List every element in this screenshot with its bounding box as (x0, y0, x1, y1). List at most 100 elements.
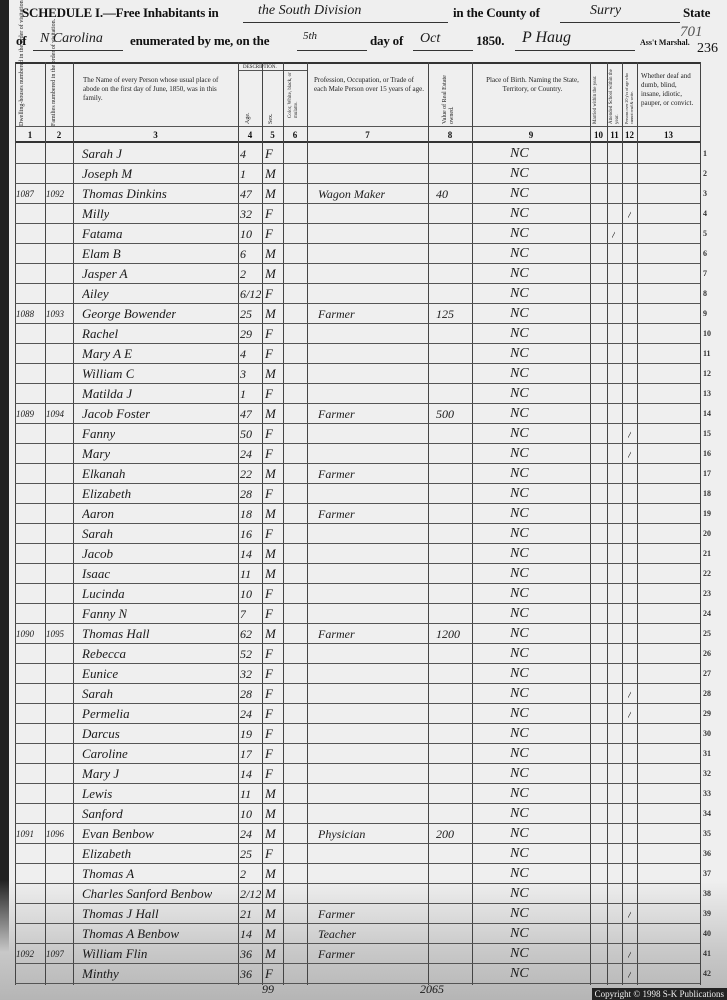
age: 16 (240, 527, 252, 541)
line-number: 28 (703, 689, 711, 698)
enumerated-label: enumerated by me, on the (130, 33, 270, 48)
line-number: 40 (703, 929, 711, 938)
family-number: 1097 (46, 949, 64, 959)
line-number: 27 (703, 669, 711, 678)
line-number: 34 (703, 809, 711, 818)
line-number: 32 (703, 769, 711, 778)
birthplace: NC (510, 466, 529, 481)
age: 10 (240, 807, 252, 821)
birthplace: NC (510, 486, 529, 501)
birthplace: NC (510, 346, 529, 361)
occupation: Farmer (318, 467, 355, 481)
age: 50 (240, 427, 252, 441)
birthplace: NC (510, 326, 529, 341)
birthplace: NC (510, 766, 529, 781)
line-number: 4 (703, 209, 707, 218)
birthplace: NC (510, 706, 529, 721)
person-name: Sarah J (82, 146, 123, 161)
occupation: Farmer (318, 307, 355, 321)
family-number: 1096 (46, 829, 64, 839)
line-number: 37 (703, 869, 711, 878)
occupation: Farmer (318, 407, 355, 421)
person-name: Rachel (82, 326, 119, 341)
birthplace: NC (510, 826, 529, 841)
sex: F (265, 326, 273, 341)
occupation: Wagon Maker (318, 187, 386, 201)
dwelling-number: 1089 (16, 409, 34, 419)
birthplace: NC (510, 786, 529, 801)
sex: M (265, 166, 276, 181)
sex: F (265, 286, 273, 301)
person-name: Fanny N (82, 606, 128, 621)
cannot-read-write-mark: / (628, 687, 632, 701)
sex: M (265, 866, 276, 881)
line-number: 17 (703, 469, 711, 478)
age: 19 (240, 727, 252, 741)
line-number: 22 (703, 569, 711, 578)
birthplace: NC (510, 386, 529, 401)
sex: F (265, 646, 273, 661)
person-name: Thomas J Hall (82, 906, 159, 921)
birthplace: NC (510, 286, 529, 301)
col3-header: The Name of every Person whose usual pla… (83, 76, 219, 102)
person-name: Thomas Hall (82, 626, 150, 641)
dwelling-number: 1090 (16, 629, 34, 639)
column-rule (700, 62, 701, 985)
column-number: 3 (153, 130, 158, 140)
column-number: 7 (365, 130, 370, 140)
line-number: 21 (703, 549, 711, 558)
col10-header: Married within the year. (593, 75, 598, 124)
dwelling-number: 1092 (16, 949, 34, 959)
person-name: Mary J (82, 766, 120, 781)
line-number: 29 (703, 709, 711, 718)
birthplace: NC (510, 666, 529, 681)
age: 28 (240, 487, 252, 501)
column-number: 9 (528, 130, 534, 140)
birthplace: NC (510, 146, 529, 161)
age: 7 (240, 607, 246, 621)
birthplace: NC (510, 226, 529, 241)
sex: F (265, 706, 273, 721)
birthplace: NC (510, 546, 529, 561)
marshal-signature: P Haug (522, 29, 572, 46)
sex: F (265, 206, 273, 221)
person-name: Aaron (82, 506, 115, 521)
sex: F (265, 666, 273, 681)
birthplace: NC (510, 926, 529, 941)
person-name: Thomas A Benbow (82, 926, 180, 941)
year: 1850. (476, 33, 505, 48)
birthplace: NC (510, 186, 529, 201)
birthplace: NC (510, 426, 529, 441)
occupation: Farmer (318, 907, 355, 921)
person-name: Thomas Dinkins (82, 186, 167, 201)
sex: F (265, 606, 273, 621)
cannot-read-write-mark: / (628, 967, 632, 981)
line-number: 16 (703, 449, 711, 458)
birthplace: NC (510, 266, 529, 281)
birthplace: NC (510, 906, 529, 921)
line-number: 42 (703, 969, 711, 978)
birthplace: NC (510, 306, 529, 321)
col12-header: Persons over 20 y'rs of age who cannot r… (624, 73, 634, 124)
age: 1 (240, 167, 246, 181)
scan-shadow (0, 880, 727, 1000)
person-name: Sarah (82, 526, 114, 541)
birthplace: NC (510, 746, 529, 761)
col9-header: Place of Birth. Naming the State, Territ… (486, 76, 579, 93)
age: 4 (240, 347, 246, 361)
line-number: 35 (703, 829, 711, 838)
birthplace: NC (510, 886, 529, 901)
birthplace: NC (510, 626, 529, 641)
person-name: Milly (82, 206, 110, 221)
sex: F (265, 586, 273, 601)
person-name: Caroline (82, 746, 128, 761)
line-number: 26 (703, 649, 711, 658)
sex: M (265, 566, 276, 581)
birthplace: NC (510, 246, 529, 261)
person-name: William C (82, 366, 135, 381)
birthplace: NC (510, 566, 529, 581)
state-label: State (683, 5, 711, 20)
day: 5th (303, 30, 318, 42)
sex: M (265, 306, 276, 321)
age: 14 (240, 767, 252, 781)
